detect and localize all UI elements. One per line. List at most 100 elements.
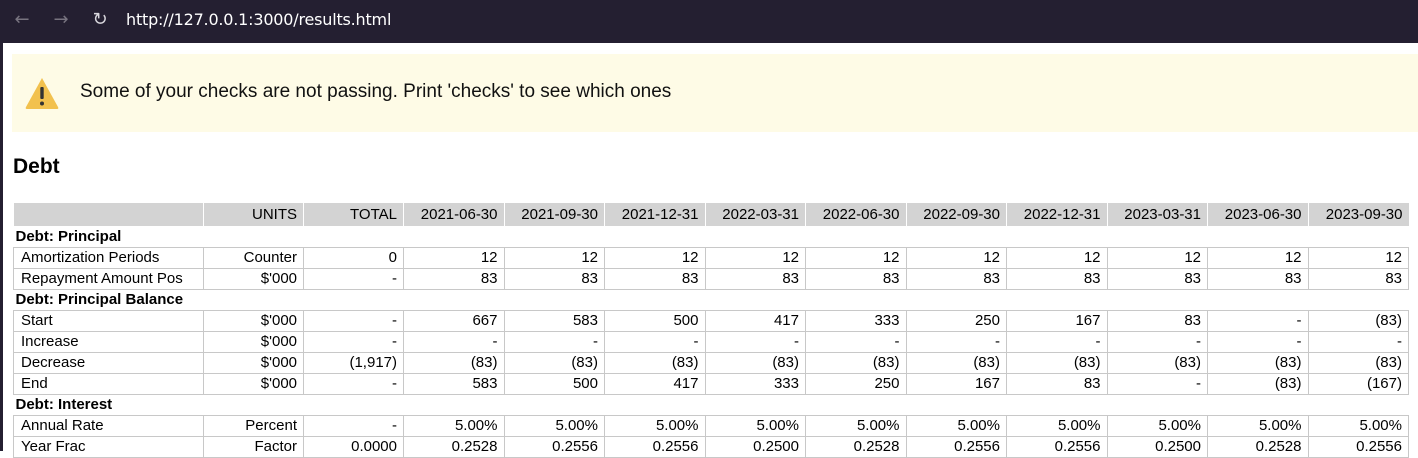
group-header-row: Debt: Interest (14, 394, 1409, 415)
value-cell: - (303, 330, 404, 353)
units-cell: Factor (203, 435, 304, 458)
column-header: 2022-03-31 (705, 203, 806, 226)
value-cell: 5.00% (905, 414, 1007, 437)
row-label: Year Frac (13, 435, 204, 458)
value-cell: (83) (1106, 351, 1208, 374)
value-cell: 583 (403, 372, 505, 395)
value-cell: 5.00% (805, 414, 907, 437)
group-title: Debt: Principal (15, 227, 122, 245)
value-cell: 167 (1006, 309, 1108, 332)
value-cell: 83 (1207, 267, 1309, 290)
value-cell: 0.2500 (704, 435, 806, 458)
value-cell: - (1207, 330, 1309, 353)
value-cell: 12 (704, 246, 806, 269)
row-label: Decrease (13, 351, 204, 374)
value-cell: (167) (1307, 372, 1409, 395)
value-cell: 83 (403, 267, 505, 290)
value-cell: 167 (905, 372, 1007, 395)
value-cell: 0 (303, 246, 404, 269)
units-cell: Percent (203, 414, 304, 437)
value-cell: (83) (704, 351, 806, 374)
column-header: 2022-09-30 (906, 203, 1007, 226)
value-cell: 417 (604, 372, 706, 395)
value-cell: (83) (1307, 351, 1409, 374)
table-row: Repayment Amount Pos $'000-83 83 83 83 83 83 83… (13, 267, 1409, 290)
value-cell: 83 (905, 267, 1007, 290)
value-cell: (83) (1207, 372, 1309, 395)
row-label: Repayment Amount Pos (13, 267, 204, 290)
value-cell: 5.00% (1207, 414, 1309, 437)
value-cell: (83) (1006, 351, 1108, 374)
value-cell: 0.2500 (1106, 435, 1208, 458)
value-cell: 0.2528 (805, 435, 907, 458)
row-label: End (13, 372, 204, 395)
value-cell: (83) (1207, 351, 1309, 374)
row-label: Increase (13, 330, 204, 353)
value-cell: 83 (1006, 372, 1108, 395)
value-cell: 12 (1307, 246, 1409, 269)
value-cell: 667 (403, 309, 505, 332)
row-label: Amortization Periods (13, 246, 204, 269)
table-row: Year Frac Factor 0.0000 0.2528 0.2556 0.2556 0… (13, 435, 1409, 458)
value-cell: 83 (1106, 267, 1208, 290)
value-cell: 83 (503, 267, 605, 290)
value-cell: - (303, 309, 404, 332)
reload-icon[interactable]: ↻ (92, 8, 108, 30)
group-header-row: Debt: Principal (14, 226, 1409, 247)
forward-arrow-icon[interactable]: → (53, 8, 69, 30)
value-cell: - (704, 330, 806, 353)
debt-table: UNITS TOTAL 2021-06-30 2021-09-30 2021-12-31… (13, 203, 1409, 458)
value-cell: - (1307, 330, 1409, 353)
value-cell: 12 (905, 246, 1007, 269)
value-cell: - (805, 330, 907, 353)
table-row: Start $'000-667 583 500 417 333 250 167 83- (83) (13, 309, 1409, 332)
value-cell: - (1006, 330, 1108, 353)
table-row: Amortization Periods Counter 0 12 12 12 12 12 12… (13, 246, 1409, 269)
value-cell: 0.2528 (1207, 435, 1309, 458)
window-edge (0, 43, 3, 451)
value-cell: 500 (503, 372, 605, 395)
value-cell: (83) (905, 351, 1007, 374)
value-cell: - (403, 330, 505, 353)
value-cell: 12 (503, 246, 605, 269)
value-cell: - (1106, 330, 1208, 353)
value-cell: 5.00% (403, 414, 505, 437)
column-header: 2023-09-30 (1308, 203, 1409, 226)
url-bar[interactable]: http://127.0.0.1:3000/results.html (126, 10, 392, 29)
value-cell: 12 (805, 246, 907, 269)
units-cell: $'000 (203, 267, 304, 290)
value-cell: 0.2556 (503, 435, 605, 458)
column-header: 2023-06-30 (1207, 203, 1309, 226)
value-cell: 83 (1106, 309, 1208, 332)
value-cell: 5.00% (1307, 414, 1409, 437)
column-header: UNITS (203, 203, 304, 226)
value-cell: 417 (704, 309, 806, 332)
value-cell: (83) (604, 351, 706, 374)
column-header: TOTAL (303, 203, 404, 226)
group-header-row: Debt: Principal Balance (14, 289, 1409, 310)
value-cell: - (503, 330, 605, 353)
column-header (13, 203, 204, 226)
value-cell: 12 (403, 246, 505, 269)
value-cell: 83 (604, 267, 706, 290)
row-label: Annual Rate (13, 414, 204, 437)
value-cell: 0.2556 (1307, 435, 1409, 458)
value-cell: 583 (503, 309, 605, 332)
value-cell: 5.00% (1106, 414, 1208, 437)
table-row: Increase $'000- - - - - - - - - - - (13, 330, 1409, 353)
value-cell: (83) (403, 351, 505, 374)
value-cell: 5.00% (503, 414, 605, 437)
units-cell: Counter (203, 246, 304, 269)
warning-icon (25, 78, 59, 109)
value-cell: - (1207, 309, 1309, 332)
value-cell: 5.00% (604, 414, 706, 437)
value-cell: 0.0000 (303, 435, 404, 458)
column-header: 2021-12-31 (604, 203, 706, 226)
units-cell: $'000 (203, 372, 304, 395)
value-cell: 500 (604, 309, 706, 332)
back-arrow-icon[interactable]: ← (14, 8, 30, 30)
value-cell: 12 (1106, 246, 1208, 269)
table-header-row: UNITS TOTAL 2021-06-30 2021-09-30 2021-12-31… (13, 203, 1409, 226)
column-header: 2023-03-31 (1107, 203, 1208, 226)
row-label: Start (13, 309, 204, 332)
